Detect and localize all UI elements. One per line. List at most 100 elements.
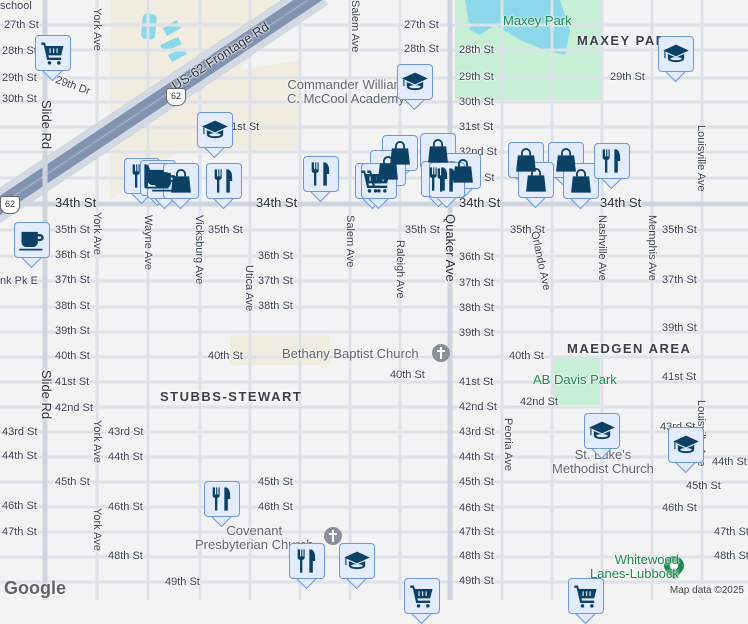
place-label-academy[interactable]: Commander William C. McCool Academy — [287, 77, 405, 106]
street-label: 41st St — [55, 376, 90, 388]
street-label: 49th St — [165, 576, 200, 588]
street-label: 48th St — [108, 550, 143, 562]
school-icon — [343, 547, 371, 575]
map-marker-school[interactable] — [397, 64, 435, 111]
street-label: 37th St — [662, 274, 697, 286]
map-marker-shop[interactable] — [163, 163, 201, 210]
street-label: 36th St — [459, 251, 494, 263]
marker-box — [568, 578, 604, 614]
street-label: 29th St — [2, 72, 37, 84]
map-marker-school[interactable] — [197, 112, 235, 159]
map-marker-restaurant[interactable] — [204, 481, 242, 528]
school-icon — [672, 431, 700, 459]
marker-box — [204, 481, 240, 517]
street-label: 40th St — [390, 369, 425, 381]
map-marker-cart[interactable] — [568, 578, 606, 624]
place-label-whitewood-lanes[interactable]: Whitewood Lanes-Lubbock — [590, 552, 679, 581]
avenue-label: Quaker Ave — [443, 214, 458, 282]
street-label: 36th St — [258, 250, 293, 262]
map-marker-shop[interactable] — [563, 163, 601, 210]
marker-box — [594, 143, 630, 179]
street-label: 35th St — [405, 224, 440, 236]
shop-icon — [567, 167, 595, 195]
shop-icon — [424, 137, 452, 165]
avenue-label: Raleigh Ave — [394, 240, 406, 299]
marker-box — [518, 162, 554, 198]
place-label-bethany-church[interactable]: Bethany Baptist Church — [282, 346, 419, 361]
map-marker-cart[interactable] — [404, 578, 442, 624]
map-pins-small[interactable] — [324, 344, 684, 579]
marker-box — [658, 36, 694, 72]
map-marker-school[interactable] — [584, 413, 622, 460]
map-marker-restaurant[interactable] — [594, 143, 632, 190]
map-marker-shop[interactable] — [548, 142, 586, 189]
map-marker-shop[interactable] — [518, 162, 556, 209]
street-label: 41st St — [459, 376, 494, 388]
street-label: 37th St — [258, 275, 293, 287]
street-label: 35th St — [662, 224, 697, 236]
map-marker-coffee[interactable] — [14, 222, 52, 269]
map-marker-restaurant[interactable] — [206, 163, 244, 210]
map-canvas[interactable] — [0, 0, 748, 600]
map-marker-school[interactable] — [339, 543, 377, 590]
street-label: 40th St — [55, 350, 90, 362]
street-label: 43rd St — [459, 426, 495, 438]
street-label: nk Pk E — [0, 275, 38, 287]
street-label: 41st St — [662, 371, 697, 383]
street-label: 43rd St — [2, 426, 38, 438]
marker-box — [206, 163, 242, 199]
marker-box — [14, 222, 50, 258]
avenue-label: Louisville Ave — [695, 125, 707, 192]
school-icon — [201, 116, 229, 144]
street-label: 28th St — [404, 43, 439, 55]
map-attribution[interactable]: Map data ©2025 — [665, 584, 748, 597]
restaurant-icon — [598, 147, 626, 175]
shop-icon — [167, 167, 195, 195]
street-label: 40th St — [509, 350, 544, 362]
cart-icon — [408, 582, 436, 610]
marker-box — [339, 543, 375, 579]
street-label: 29th St — [610, 71, 645, 83]
street-label: 44th St — [712, 456, 747, 468]
street-label: 44th St — [459, 451, 494, 463]
map-marker-shop[interactable] — [420, 133, 458, 180]
map-marker-cart[interactable] — [35, 35, 73, 82]
marker-box — [361, 163, 397, 199]
street-label: 34th St — [459, 195, 501, 210]
street-label: 44th St — [108, 451, 143, 463]
avenue-label: Salem Ave — [344, 215, 356, 268]
neighborhood-label-maxey-park: MAXEY PARK — [577, 33, 678, 48]
map-marker-restaurant[interactable] — [289, 543, 327, 590]
map-marker-school[interactable] — [658, 36, 696, 83]
restaurant-icon — [210, 167, 238, 195]
avenue-label: Slide Rd — [39, 100, 54, 150]
street-label: 37th St — [55, 274, 90, 286]
marker-box — [668, 427, 704, 463]
map-marker-restaurant[interactable] — [303, 156, 341, 203]
restaurant-icon — [307, 160, 335, 188]
cart-icon — [572, 582, 600, 610]
street-label: 38th St — [55, 300, 90, 312]
park-label-maxey[interactable]: Maxey Park — [503, 13, 572, 28]
marker-box — [563, 163, 599, 199]
street-label: 34th St — [55, 195, 97, 210]
us-62-shield: 62 — [166, 88, 186, 106]
map-marker-cart[interactable] — [361, 163, 399, 210]
street-label: 39th St — [55, 325, 90, 337]
street-label: 35th St — [510, 224, 545, 236]
park-label-ab-davis[interactable]: AB Davis Park — [533, 372, 617, 387]
avenue-label: Salem Ave — [349, 0, 361, 53]
street-label: 39th St — [662, 322, 697, 334]
avenue-label: Peoria Ave — [502, 418, 514, 472]
restaurant-icon — [208, 485, 236, 513]
restaurant-icon — [433, 166, 461, 194]
street-label: 45th St — [55, 476, 90, 488]
neighborhood-label-maedgen-area: MAEDGEN AREA — [567, 341, 692, 356]
street-label: 39th St — [459, 327, 494, 339]
map-marker-school[interactable] — [668, 427, 706, 474]
street-label: 46th St — [459, 502, 494, 514]
street-label: 43rd St — [108, 426, 144, 438]
marker-box — [404, 578, 440, 614]
street-label: 28th St — [2, 45, 37, 57]
place-label-st-lukes-church[interactable]: St. Luke's Methodist Church — [552, 447, 654, 476]
